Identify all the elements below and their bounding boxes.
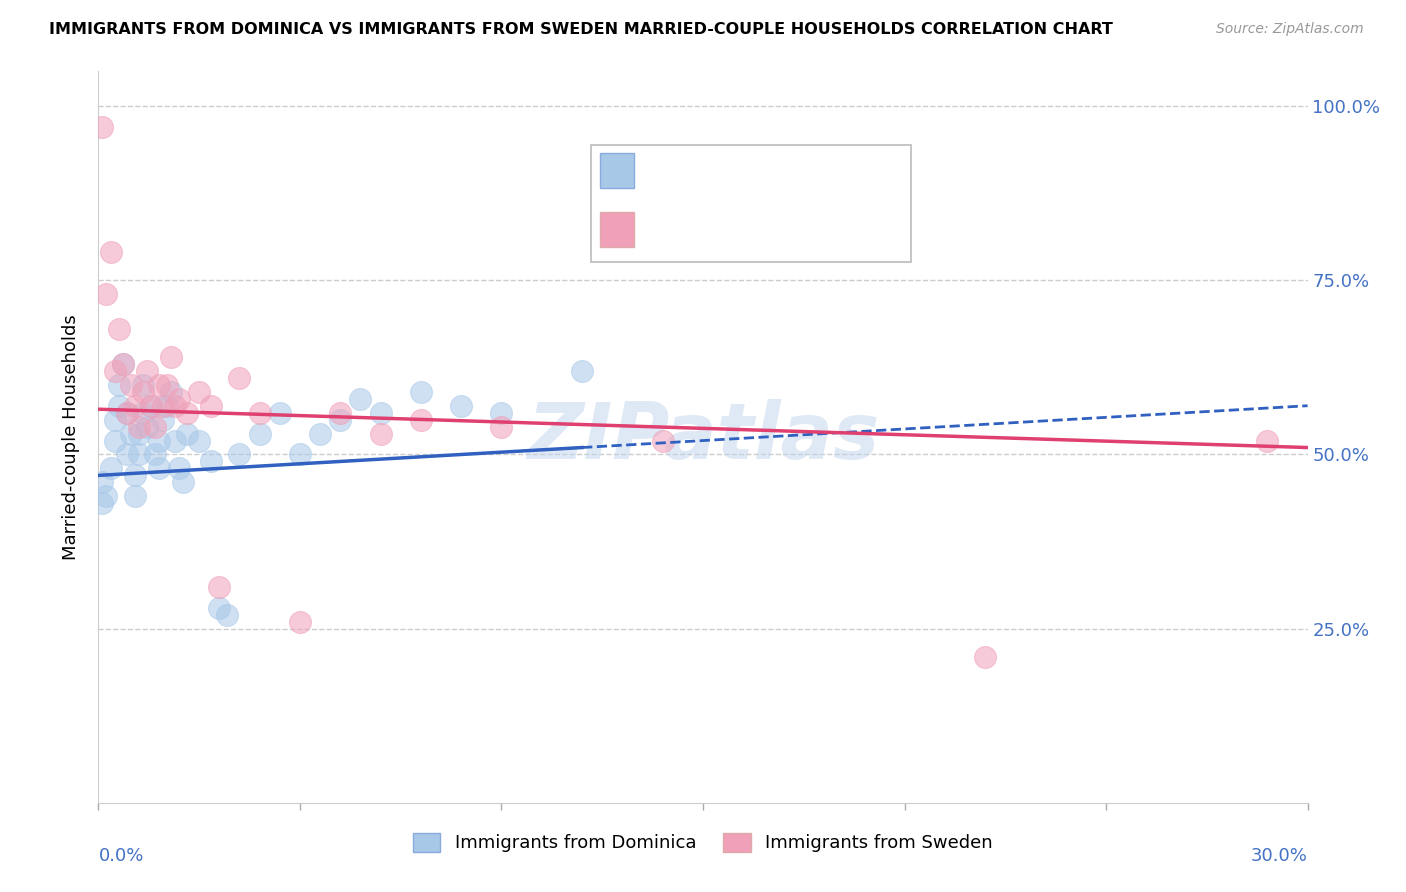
Point	[450, 399, 472, 413]
Point	[107, 399, 129, 413]
Point	[152, 412, 174, 426]
Point	[120, 426, 142, 441]
Point	[100, 245, 122, 260]
Point	[124, 468, 146, 483]
Point	[124, 399, 146, 413]
Point	[200, 454, 222, 468]
Text: -0.047: -0.047	[688, 219, 752, 237]
Point	[370, 406, 392, 420]
Point	[148, 461, 170, 475]
Point	[188, 384, 211, 399]
Point	[409, 412, 432, 426]
Text: IMMIGRANTS FROM DOMINICA VS IMMIGRANTS FROM SWEDEN MARRIED-COUPLE HOUSEHOLDS COR: IMMIGRANTS FROM DOMINICA VS IMMIGRANTS F…	[49, 22, 1114, 37]
Point	[152, 399, 174, 413]
Point	[172, 475, 194, 490]
Point	[103, 412, 125, 426]
Point	[156, 399, 179, 413]
Point	[370, 426, 392, 441]
Point	[128, 419, 150, 434]
Point	[124, 489, 146, 503]
Text: 34: 34	[803, 219, 828, 237]
Point	[115, 448, 138, 462]
Point	[148, 434, 170, 448]
Point	[208, 580, 231, 594]
FancyBboxPatch shape	[591, 145, 911, 261]
Point	[111, 357, 134, 371]
Point	[200, 399, 222, 413]
Point	[115, 406, 138, 420]
Point	[103, 434, 125, 448]
Point	[349, 392, 371, 406]
Point	[974, 649, 997, 664]
Legend: Immigrants from Dominica, Immigrants from Sweden: Immigrants from Dominica, Immigrants fro…	[406, 826, 1000, 860]
Point	[160, 350, 183, 364]
Point	[167, 461, 190, 475]
Point	[329, 412, 352, 426]
Text: ZIPatlas: ZIPatlas	[527, 399, 879, 475]
Point	[249, 406, 271, 420]
Point	[91, 120, 114, 134]
Text: R =: R =	[647, 219, 685, 237]
Text: 0.072: 0.072	[688, 160, 744, 178]
Point	[139, 399, 162, 413]
Point	[143, 448, 166, 462]
Point	[217, 607, 239, 622]
Point	[107, 322, 129, 336]
Text: 30.0%: 30.0%	[1251, 847, 1308, 864]
Point	[103, 364, 125, 378]
Point	[329, 406, 352, 420]
Text: 0.0%: 0.0%	[98, 847, 143, 864]
Point	[135, 419, 157, 434]
Point	[96, 287, 118, 301]
Point	[128, 448, 150, 462]
Point	[107, 377, 129, 392]
Point	[167, 392, 190, 406]
Point	[96, 489, 118, 503]
Point	[163, 434, 186, 448]
Point	[143, 419, 166, 434]
Y-axis label: Married-couple Households: Married-couple Households	[62, 314, 80, 560]
Point	[139, 399, 162, 413]
Point	[160, 384, 183, 399]
FancyBboxPatch shape	[600, 211, 634, 247]
Point	[148, 377, 170, 392]
FancyBboxPatch shape	[600, 153, 634, 188]
Point	[115, 406, 138, 420]
Point	[132, 406, 155, 420]
Point	[132, 377, 155, 392]
Point	[156, 377, 179, 392]
Point	[491, 406, 513, 420]
Text: N =: N =	[763, 160, 803, 178]
Point	[163, 399, 186, 413]
Point	[571, 364, 593, 378]
Point	[91, 475, 114, 490]
Point	[249, 426, 271, 441]
Text: N =: N =	[763, 219, 803, 237]
Point	[228, 371, 250, 385]
Point	[176, 406, 198, 420]
Point	[269, 406, 291, 420]
Text: Source: ZipAtlas.com: Source: ZipAtlas.com	[1216, 22, 1364, 37]
Point	[100, 461, 122, 475]
Point	[111, 357, 134, 371]
Point	[409, 384, 432, 399]
Point	[135, 364, 157, 378]
Point	[651, 434, 673, 448]
Point	[132, 384, 155, 399]
Point	[128, 426, 150, 441]
Point	[208, 600, 231, 615]
Point	[91, 496, 114, 510]
Point	[1256, 434, 1278, 448]
Point	[309, 426, 332, 441]
Point	[176, 426, 198, 441]
Text: R =: R =	[647, 160, 685, 178]
Point	[188, 434, 211, 448]
Point	[288, 448, 311, 462]
Point	[288, 615, 311, 629]
Point	[491, 419, 513, 434]
Point	[120, 377, 142, 392]
Point	[228, 448, 250, 462]
Text: 46: 46	[803, 160, 828, 178]
